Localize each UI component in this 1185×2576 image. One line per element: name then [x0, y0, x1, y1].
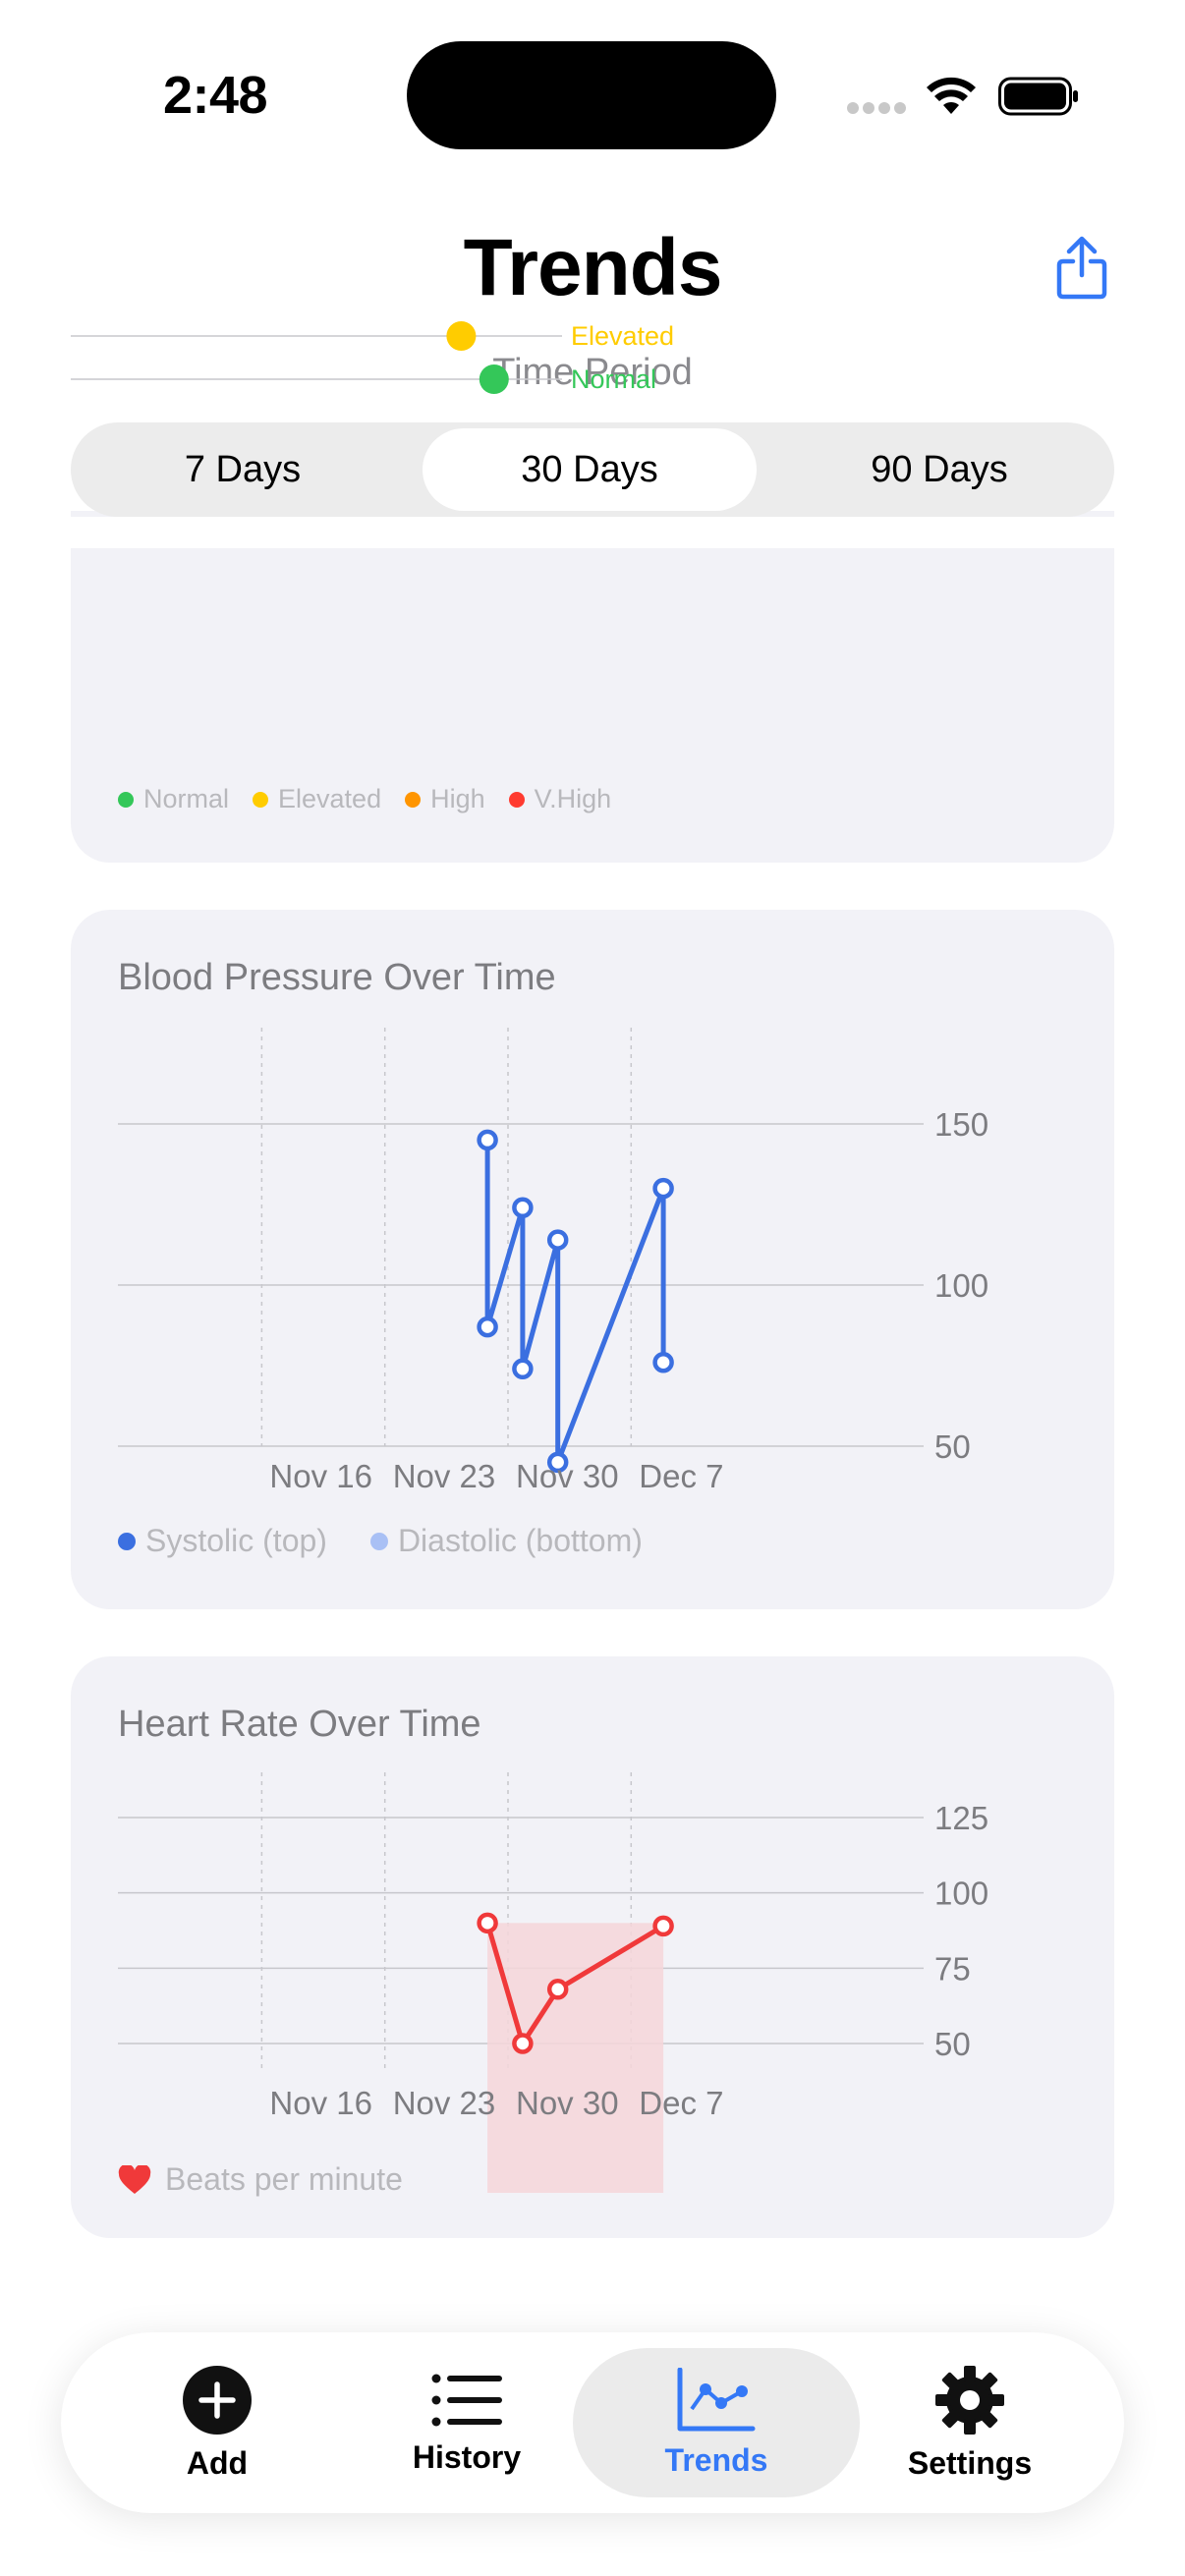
dynamic-island [407, 41, 776, 149]
x-tick-label: Nov 30 [516, 2085, 619, 2121]
legend-label: Normal [143, 784, 230, 813]
plus-circle-icon [183, 2365, 252, 2435]
x-tick-label: Dec 7 [639, 1458, 723, 1494]
heart-rate-chart-card: Heart Rate Over Time 125 100 75 50 Nov 16 Nov… [71, 1656, 1114, 2238]
bp-legend: Systolic (top) Diastolic (bottom) [118, 1523, 686, 1559]
bp-data-point [477, 1129, 498, 1151]
tab-label: History [412, 2438, 522, 2475]
bp-chart-title: Blood Pressure Over Time [118, 957, 556, 998]
y-tick-label: 75 [934, 1950, 971, 1987]
data-point-normal [479, 364, 509, 394]
x-tick-label: Nov 16 [269, 2085, 372, 2121]
page-title: Trends [463, 223, 723, 312]
bp-data-point [546, 1229, 569, 1251]
legend-item-diastolic: Diastolic (bottom) [369, 1523, 643, 1559]
scroll-edge [0, 517, 1185, 548]
bp-series-line [484, 1140, 666, 1465]
cellular-signal-icon [847, 102, 908, 116]
legend-item-high: High [405, 784, 485, 814]
legend-item-very-high: V.High [508, 784, 612, 814]
hr-data-point [477, 1912, 498, 1934]
bp-data-point [546, 1451, 569, 1474]
legend-dot [118, 791, 134, 808]
gear-icon [935, 2365, 1004, 2435]
tab-label: Trends [664, 2441, 768, 2478]
chart-icon [677, 2367, 756, 2431]
tab-label: Add [186, 2444, 249, 2481]
tab-add[interactable]: Add [134, 2348, 301, 2497]
legend-item-elevated: Elevated [253, 784, 381, 814]
hr-chart-title: Heart Rate Over Time [118, 1704, 481, 1745]
legend-label: V.High [534, 784, 612, 813]
share-icon[interactable] [1055, 236, 1108, 301]
heart-rate-chart: 125 100 75 50 Nov 16 Nov 23 Nov 30 Dec 7 [118, 1772, 988, 2193]
x-tick-label: Nov 16 [269, 1458, 372, 1494]
legend-label: Elevated [278, 784, 382, 813]
segment-90-days[interactable]: 90 Days [871, 448, 1008, 490]
time-period-label: Time Period [492, 352, 693, 393]
hr-legend: Beats per minute [118, 2161, 446, 2198]
legend-label: Systolic (top) [145, 1523, 327, 1558]
y-tick-label: 125 [934, 1800, 988, 1836]
bp-data-point [477, 1316, 498, 1338]
legend-dot [253, 791, 269, 808]
hr-data-point [512, 2033, 534, 2054]
legend-item-bpm: Beats per minute [118, 2161, 403, 2198]
y-tick-label: 100 [934, 1876, 988, 1912]
legend-item-systolic: Systolic (top) [118, 1523, 327, 1559]
tab-settings[interactable]: Settings [886, 2348, 1053, 2497]
legend-label: Beats per minute [165, 2161, 403, 2197]
y-tick-label: 150 [934, 1106, 988, 1143]
bp-data-point [652, 1351, 674, 1373]
legend-item-normal: Normal [118, 784, 229, 814]
category-legend: Normal Elevated High V.High [118, 784, 654, 814]
legend-label: Diastolic (bottom) [397, 1523, 643, 1558]
blood-pressure-chart: 150 100 50 Nov 16 Nov 23 Nov 30 Dec 7 [118, 1028, 988, 1494]
hr-data-point [546, 1979, 569, 2000]
ref-label-normal: Normal [571, 364, 656, 394]
segment-30-days[interactable]: 30 Days [423, 428, 757, 511]
heart-icon [118, 2164, 151, 2194]
legend-dot [118, 1532, 136, 1550]
legend-dot [369, 1532, 388, 1550]
battery-icon [998, 77, 1078, 116]
legend-label: High [430, 784, 485, 813]
tab-label: Settings [907, 2444, 1033, 2481]
tab-trends[interactable]: Trends [573, 2348, 860, 2497]
legend-dot [508, 791, 525, 808]
hr-area [487, 1923, 664, 2193]
time-period-segmented-control[interactable]: 7 Days 30 Days 90 Days [71, 422, 1114, 517]
tab-history[interactable]: History [383, 2348, 550, 2497]
bp-data-point [652, 1177, 674, 1200]
blood-pressure-chart-card: Blood Pressure Over Time 150 100 50 Nov 16 N… [71, 910, 1114, 1609]
x-tick-label: Dec 7 [639, 2085, 723, 2121]
x-tick-label: Nov 23 [393, 1458, 496, 1494]
segment-7-days[interactable]: 7 Days [184, 448, 302, 490]
bp-data-point [512, 1197, 534, 1219]
y-tick-label: 50 [934, 1428, 971, 1465]
x-tick-label: Nov 30 [516, 1458, 619, 1494]
bp-data-point [512, 1358, 534, 1380]
hr-data-point [652, 1915, 674, 1937]
y-tick-label: 100 [934, 1267, 988, 1304]
ref-label-elevated: Elevated [571, 321, 674, 351]
status-time: 2:48 [163, 66, 268, 125]
hr-series-line [484, 1922, 665, 2046]
x-tick-label: Nov 23 [393, 2085, 496, 2121]
list-icon [431, 2374, 502, 2426]
wifi-icon [927, 77, 976, 114]
data-point-elevated [446, 321, 477, 351]
legend-dot [405, 791, 422, 808]
y-tick-label: 50 [934, 2026, 971, 2062]
